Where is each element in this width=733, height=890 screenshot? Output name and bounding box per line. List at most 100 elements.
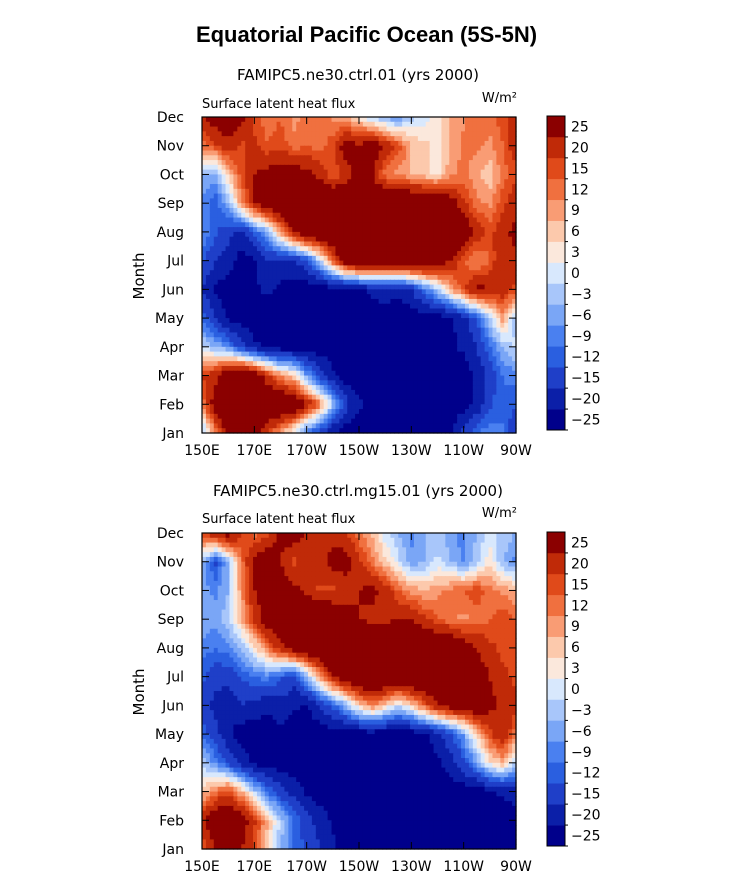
heatmap-cell xyxy=(421,222,427,228)
heatmap-cell xyxy=(449,346,454,353)
heatmap-cell xyxy=(441,399,446,405)
heatmap-cell xyxy=(480,217,486,223)
heatmap-cell xyxy=(323,150,329,156)
heatmap-cell xyxy=(351,327,356,334)
heatmap-cell xyxy=(307,251,313,257)
heatmap-cell xyxy=(410,179,415,185)
heatmap-cell xyxy=(492,236,497,243)
heatmap-cell xyxy=(205,236,211,243)
heatmap-cell xyxy=(504,207,509,214)
heatmap-cell xyxy=(300,231,305,238)
heatmap-cell xyxy=(276,385,282,391)
heatmap-cell xyxy=(488,227,494,233)
heatmap-cell xyxy=(280,394,286,401)
heatmap-cell xyxy=(280,164,286,171)
heatmap-cell xyxy=(249,188,254,195)
heatmap-cell xyxy=(202,322,207,329)
heatmap-cell xyxy=(280,275,286,281)
heatmap-cell xyxy=(347,394,352,401)
heatmap-cell xyxy=(445,346,450,353)
heatmap-cell xyxy=(209,117,215,123)
heatmap-cell xyxy=(421,409,427,415)
heatmap-cell xyxy=(480,198,486,204)
heatmap-cell xyxy=(284,385,289,391)
heatmap-cell xyxy=(390,356,395,362)
heatmap-cell xyxy=(315,207,321,214)
heatmap-cell xyxy=(406,241,411,247)
heatmap-cell xyxy=(433,389,439,396)
heatmap-cell xyxy=(374,136,380,142)
heatmap-cell xyxy=(413,207,419,214)
heatmap-cell xyxy=(315,284,321,290)
heatmap-cell xyxy=(362,217,368,223)
heatmap-cell xyxy=(461,399,466,405)
heatmap-cell xyxy=(390,313,395,319)
heatmap-cell xyxy=(366,164,372,171)
heatmap-cell xyxy=(413,298,419,305)
heatmap-cell xyxy=(386,375,391,381)
heatmap-cell xyxy=(398,150,403,156)
heatmap-cell xyxy=(496,193,501,199)
heatmap-cell xyxy=(425,255,431,262)
heatmap-cell xyxy=(362,121,368,128)
heatmap-cell xyxy=(209,164,215,171)
heatmap-cell xyxy=(315,155,321,161)
heatmap-cell xyxy=(296,337,301,343)
heatmap-cell xyxy=(413,231,419,238)
heatmap-cell xyxy=(359,313,364,319)
heatmap-cell xyxy=(268,117,274,123)
heatmap-cell xyxy=(347,279,352,286)
heatmap-cell xyxy=(292,389,297,396)
heatmap-cell xyxy=(433,212,439,219)
heatmap-cell xyxy=(249,327,254,334)
heatmap-cell xyxy=(288,160,293,166)
heatmap-cell xyxy=(406,145,411,152)
heatmap-cell xyxy=(410,351,415,357)
heatmap-cell xyxy=(253,140,258,147)
heatmap-cell xyxy=(398,217,403,223)
heatmap-cell xyxy=(457,303,462,310)
heatmap-cell xyxy=(362,318,368,324)
heatmap-cell xyxy=(468,322,474,329)
heatmap-cell xyxy=(221,294,227,300)
heatmap-cell xyxy=(233,140,238,147)
heatmap-cell xyxy=(280,413,286,420)
heatmap-cell xyxy=(386,231,391,238)
heatmap-cell xyxy=(343,164,348,171)
heatmap-cell xyxy=(441,184,446,190)
heatmap-cell xyxy=(311,322,317,329)
heatmap-cell xyxy=(319,389,325,396)
heatmap-cell xyxy=(402,265,407,271)
heatmap-cell xyxy=(343,136,348,142)
heatmap-cell xyxy=(260,404,266,410)
heatmap-cell xyxy=(272,385,278,391)
heatmap-cell xyxy=(288,270,293,276)
heatmap-cell xyxy=(370,308,376,314)
heatmap-cell xyxy=(217,140,223,147)
heatmap-cell xyxy=(237,251,242,257)
heatmap-cell xyxy=(378,188,384,195)
heatmap-cell xyxy=(284,322,289,329)
heatmap-cell xyxy=(449,136,454,142)
heatmap-cell xyxy=(237,246,242,252)
heatmap-cell xyxy=(421,365,427,372)
heatmap-cell xyxy=(449,145,454,152)
heatmap-cell xyxy=(500,365,505,372)
heatmap-cell xyxy=(492,251,497,257)
heatmap-cell xyxy=(429,289,435,295)
heatmap-cell xyxy=(241,327,246,334)
heatmap-cell xyxy=(284,217,289,223)
heatmap-cell xyxy=(390,318,395,324)
heatmap-cell xyxy=(433,198,439,204)
heatmap-cell xyxy=(488,394,494,401)
heatmap-cell xyxy=(209,298,215,305)
heatmap-cell xyxy=(410,188,415,195)
heatmap-cell xyxy=(406,298,411,305)
heatmap-cell xyxy=(209,361,215,367)
heatmap-cell xyxy=(472,236,478,243)
heatmap-cell xyxy=(288,365,293,372)
heatmap-cell xyxy=(406,198,411,204)
heatmap-cell xyxy=(480,203,486,209)
heatmap-cell xyxy=(359,236,364,243)
heatmap-cell xyxy=(437,246,443,252)
